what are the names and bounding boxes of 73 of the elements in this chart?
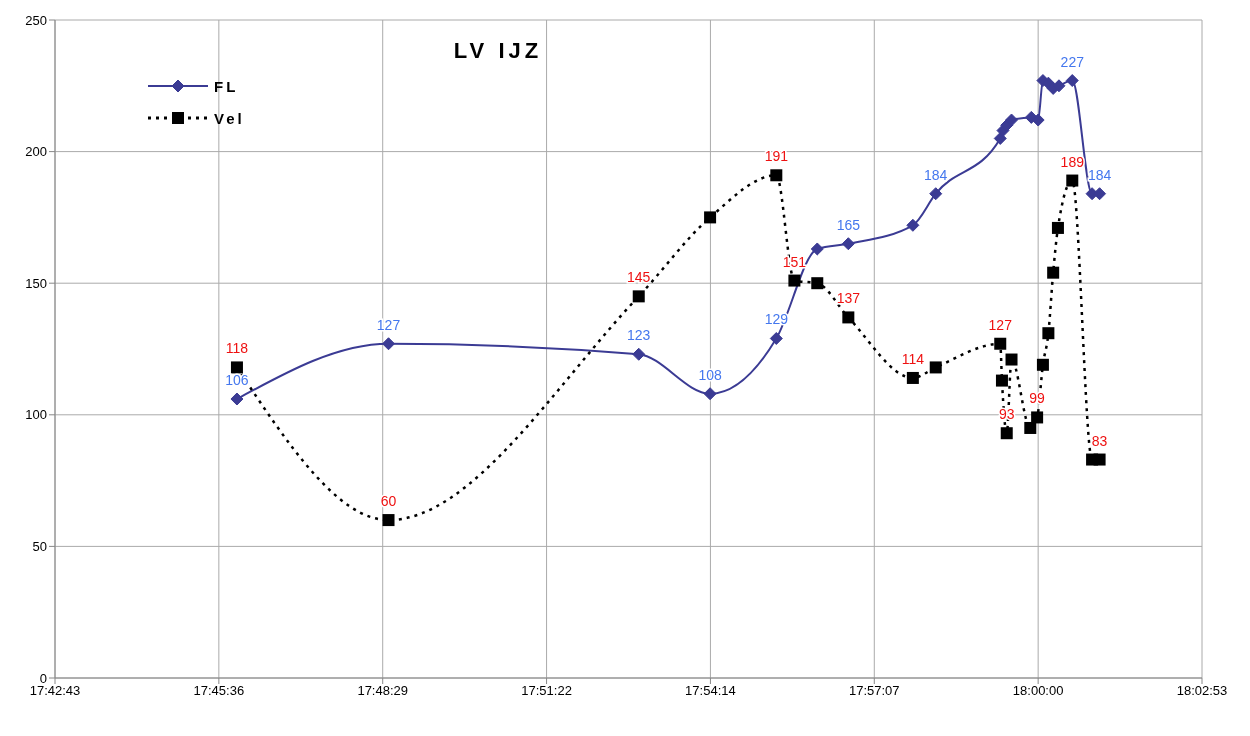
point <box>769 331 783 345</box>
point <box>632 290 645 303</box>
data-label: 60 <box>380 493 397 510</box>
point <box>906 218 920 232</box>
legend-label: Vel <box>214 109 245 127</box>
point <box>1000 427 1013 440</box>
data-label: 191 <box>764 148 789 165</box>
point <box>1066 174 1079 187</box>
point <box>1036 358 1049 371</box>
point <box>1005 353 1018 366</box>
point <box>1031 113 1045 127</box>
data-label: 108 <box>698 366 722 383</box>
point <box>1051 221 1064 234</box>
point <box>1093 187 1107 201</box>
point <box>1052 79 1066 93</box>
x-tick-label: 17:51:22 <box>521 683 572 699</box>
data-label: 123 <box>627 327 651 344</box>
data-label: 184 <box>1087 166 1112 183</box>
data-label: 137 <box>836 290 861 307</box>
point <box>382 514 395 527</box>
data-label: 127 <box>376 316 401 333</box>
data-label: 83 <box>1091 432 1108 449</box>
point <box>230 392 244 406</box>
data-label: 184 <box>924 166 948 183</box>
point <box>811 277 824 290</box>
data-label: 127 <box>988 316 1013 333</box>
data-label: 151 <box>782 253 807 270</box>
point <box>1031 411 1044 424</box>
x-tick-label: 18:02:53 <box>1176 683 1228 699</box>
y-tick-label: 150 <box>25 275 47 291</box>
data-label: 106 <box>225 372 249 389</box>
point <box>704 211 717 224</box>
point <box>788 274 801 287</box>
point <box>842 311 855 324</box>
point <box>230 361 243 374</box>
legend-label: FL <box>214 77 239 95</box>
x-tick-label: 17:54:14 <box>685 683 736 699</box>
data-label: 99 <box>1029 390 1046 407</box>
point <box>382 337 396 351</box>
data-label: 118 <box>225 340 249 357</box>
data-label: 165 <box>836 216 861 233</box>
x-tick-label: 17:57:07 <box>848 683 900 699</box>
x-tick-label: 17:42:43 <box>29 683 81 699</box>
point <box>1005 113 1019 127</box>
point <box>770 169 783 182</box>
point <box>929 187 943 201</box>
data-label: 93 <box>998 406 1015 423</box>
y-tick-label: 200 <box>25 144 47 160</box>
point <box>1047 266 1060 279</box>
point <box>1042 327 1055 340</box>
data-label: 227 <box>1060 53 1085 70</box>
x-tick-label: 18:00:00 <box>1012 683 1064 699</box>
point <box>841 237 855 251</box>
x-tick-label: 17:45:36 <box>193 683 245 699</box>
y-tick-label: 250 <box>25 12 47 28</box>
point <box>810 242 824 256</box>
point <box>995 374 1008 387</box>
point <box>1065 74 1079 88</box>
data-label: 145 <box>627 269 651 286</box>
point <box>906 371 919 384</box>
point <box>632 347 646 361</box>
y-tick-label: 100 <box>25 407 47 423</box>
point <box>929 361 942 374</box>
text: LV IJZ <box>452 38 544 64</box>
point <box>703 387 717 401</box>
point <box>1024 421 1037 434</box>
data-label: 189 <box>1060 153 1085 170</box>
x-tick-label: 17:48:29 <box>357 683 409 699</box>
data-label: 114 <box>901 350 925 367</box>
point <box>1093 453 1106 466</box>
point <box>994 337 1007 350</box>
y-tick-label: 0 <box>39 670 47 686</box>
y-tick-label: 50 <box>32 539 47 555</box>
